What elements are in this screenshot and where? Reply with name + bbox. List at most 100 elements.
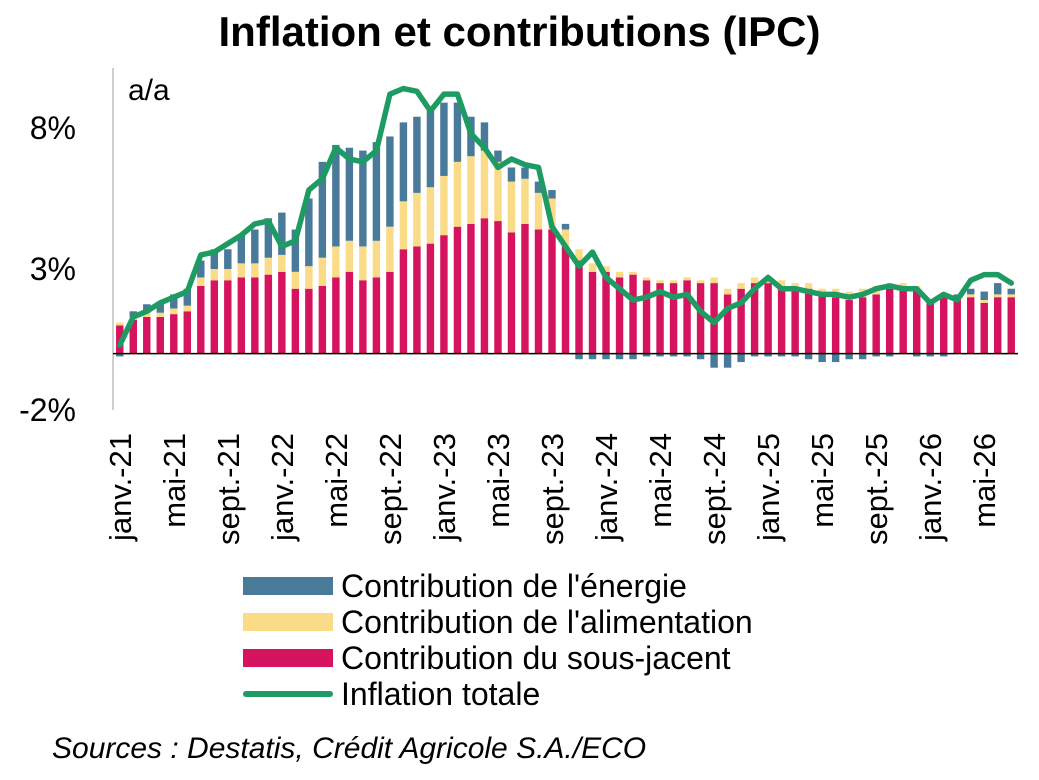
bar-alimentation <box>507 181 516 233</box>
bar-alimentation <box>750 277 759 284</box>
bar-energie <box>332 144 340 247</box>
bar-energie <box>615 353 624 360</box>
bar-energie <box>723 353 732 368</box>
bar-energie <box>656 353 664 357</box>
bar-sous-jacent <box>750 283 759 354</box>
bar-energie <box>291 229 300 272</box>
bar-energie <box>170 294 178 309</box>
bar-alimentation <box>359 246 367 281</box>
bar-sous-jacent <box>170 314 178 354</box>
bar-sous-jacent <box>764 283 772 354</box>
bar-alimentation <box>345 240 354 272</box>
bar-sous-jacent <box>345 271 354 354</box>
bar-alimentation <box>1007 294 1015 298</box>
bar-energie <box>926 353 934 357</box>
x-tick-label: janv.-21 <box>103 433 138 542</box>
bar-energie <box>588 353 597 360</box>
bar-sous-jacent <box>467 223 475 354</box>
bar-energie <box>994 283 1002 295</box>
bar-sous-jacent <box>575 260 583 354</box>
bar-alimentation <box>305 266 313 289</box>
bar-alimentation <box>642 277 651 281</box>
bar-alimentation <box>467 156 475 224</box>
bar-alimentation <box>251 263 259 278</box>
bar-alimentation <box>737 283 745 289</box>
bar-energie <box>831 353 840 363</box>
bar-sous-jacent <box>426 243 435 354</box>
bar-energie <box>305 198 313 267</box>
y-tick-labels: 8% 3% -2% <box>19 110 76 428</box>
bar-sous-jacent <box>980 302 988 354</box>
bar-sous-jacent <box>264 274 273 354</box>
bar-energie <box>737 353 745 363</box>
bar-alimentation <box>818 288 826 295</box>
bar-sous-jacent <box>723 294 732 354</box>
source-note: Sources : Destatis, Crédit Agricole S.A.… <box>52 732 647 765</box>
bar-energie <box>791 353 799 357</box>
bar-energie <box>696 353 705 360</box>
bar-energie <box>359 150 367 247</box>
bar-energie <box>845 353 853 360</box>
bar-energie <box>534 181 543 193</box>
x-tick-label: sept.-21 <box>211 433 246 545</box>
bar-sous-jacent <box>453 226 462 354</box>
bar-sous-jacent <box>858 297 867 354</box>
bar-alimentation <box>994 294 1002 298</box>
legend-label-inflation: Inflation totale <box>341 676 541 712</box>
bar-energie <box>480 122 489 151</box>
chart-plot: a/a 8%3%-2% janv.-21 mai-21 sept.-21 janv.-… <box>19 68 1018 545</box>
inflation-line <box>117 85 1014 348</box>
legend-swatch-sous-jacent <box>243 649 333 667</box>
bar-energie <box>980 291 988 301</box>
bar-sous-jacent <box>885 288 894 354</box>
legend-swatch-energie <box>243 577 333 595</box>
bar-energie <box>386 136 394 227</box>
legend-swatch-alimentation <box>243 613 333 631</box>
bar-energie <box>804 353 813 360</box>
bar-energie <box>116 353 124 357</box>
bar-alimentation <box>237 263 246 278</box>
bar-energie <box>237 235 246 264</box>
bar-energie <box>683 353 691 357</box>
legend-label-alimentation: Contribution de l'alimentation <box>341 604 753 640</box>
bar-sous-jacent <box>561 246 570 354</box>
bar-energie <box>318 161 327 258</box>
bar-energie <box>156 301 164 313</box>
bar-sous-jacent <box>548 229 556 354</box>
x-tick-label: mai-21 <box>157 433 192 528</box>
bar-alimentation <box>980 300 988 303</box>
bar-energie <box>494 150 502 162</box>
bar-alimentation <box>804 283 813 289</box>
bar-energie <box>1007 288 1015 295</box>
bar-sous-jacent <box>926 302 934 354</box>
bar-alimentation <box>548 198 556 230</box>
bar-energie <box>345 147 354 241</box>
bar-alimentation <box>656 280 664 284</box>
bar-alimentation <box>629 271 637 275</box>
legend-line-inflation <box>243 691 333 697</box>
x-tick-label: sept.-23 <box>535 433 570 545</box>
bar-sous-jacent <box>237 277 246 354</box>
bar-sous-jacent <box>413 246 421 354</box>
x-tick-labels: janv.-21 mai-21 sept.-21 janv.-22 mai-22 sept… <box>103 433 1002 545</box>
bar-sous-jacent <box>534 229 543 354</box>
bar-sous-jacent <box>615 277 624 354</box>
bar-alimentation <box>453 161 462 227</box>
bar-sous-jacent <box>129 319 137 354</box>
bar-energie <box>777 353 786 357</box>
bar-series-group <box>116 102 1015 368</box>
bar-alimentation <box>264 257 273 275</box>
x-tick-label: mai-26 <box>967 433 1002 528</box>
bar-energie <box>372 142 381 241</box>
bar-energie <box>750 353 759 357</box>
bar-sous-jacent <box>629 274 637 354</box>
bar-energie <box>426 111 435 188</box>
x-tick-label: janv.-23 <box>427 433 462 542</box>
bar-sous-jacent <box>967 297 975 354</box>
bar-sous-jacent <box>318 285 327 354</box>
bar-energie <box>967 288 975 295</box>
bar-alimentation <box>426 187 435 244</box>
x-tick-label: mai-24 <box>643 433 678 528</box>
bar-sous-jacent <box>899 288 907 354</box>
bar-sous-jacent <box>494 221 502 354</box>
